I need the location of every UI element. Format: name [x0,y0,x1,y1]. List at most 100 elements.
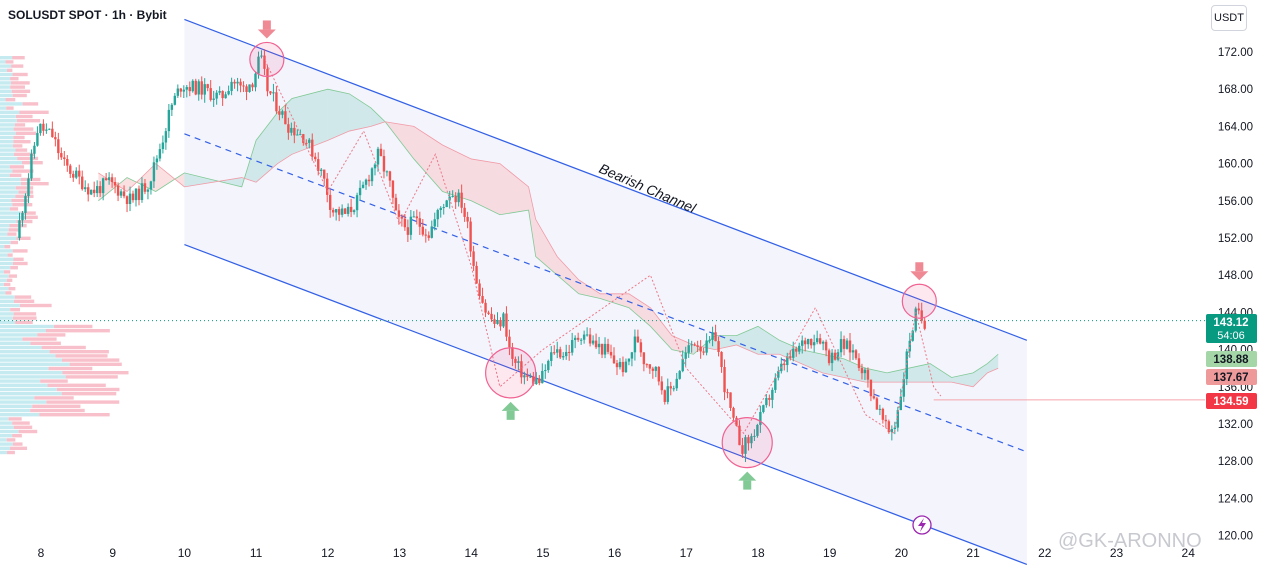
volume-bar-buy [0,329,46,333]
candle-body [594,340,598,348]
candle-body [890,429,894,433]
candle-body [376,148,380,165]
y-tick-label: 156.00 [1218,196,1253,208]
candle-body [254,73,257,88]
candle-body [768,397,771,400]
volume-bar-sell [12,249,28,253]
candle-body [675,378,678,389]
volume-bar-buy [0,261,13,266]
volume-bar-buy [0,236,17,240]
candle-body [705,340,708,353]
candle-body [624,361,628,373]
volume-bar-buy [0,190,19,194]
candle-body [690,344,693,346]
candle-body [320,169,323,171]
currency-button[interactable]: USDT [1211,5,1247,31]
symbol-title: SOLUSDT SPOT · 1h · Bybit [8,8,167,22]
volume-bar-buy [0,358,62,362]
candle-body [451,195,454,197]
candle-body [875,398,879,410]
volume-bar-buy [0,72,13,77]
volume-bar-sell [53,324,93,329]
candle-body [69,165,72,174]
volume-bar-sell [13,140,31,144]
y-tick-label: 164.00 [1218,121,1253,133]
candle-body [747,437,750,444]
volume-bar-sell [10,240,19,245]
volume-bar-buy [0,387,57,392]
candle-body [66,159,69,166]
channel-area [184,19,1027,565]
candle-body [269,91,272,94]
candle-body [795,348,798,352]
candle-body [233,81,236,84]
volume-bar-sell [4,245,11,249]
candle-body [397,210,401,217]
volume-bar-sell [48,366,93,371]
candle-body [209,88,212,100]
candle-body [110,177,114,182]
volume-bar-buy [0,228,9,232]
candle-body [887,421,891,433]
candle-body [466,216,469,222]
volume-bar-buy [0,333,38,337]
volume-bar-sell [21,211,36,215]
volume-bar-buy [0,383,48,387]
volume-bar-buy [0,98,6,102]
candle-body [756,424,759,436]
candle-body [60,153,63,158]
volume-bar-buy [0,320,16,324]
candle-body [493,319,496,324]
cloud-segment [557,256,579,294]
candle-body [585,334,589,336]
candle-body [884,419,888,422]
candle-body [125,196,129,204]
candle-body [591,340,595,344]
candle-body [499,320,502,327]
candle-body [639,342,643,353]
volume-bar-buy [0,345,42,350]
candle-body [433,219,436,227]
volume-bar-sell [6,438,16,442]
candle-body [478,283,481,297]
volume-bar-buy [0,354,56,358]
cloud-segment [256,112,278,183]
candle-body [627,358,631,362]
candle-body [176,88,180,96]
x-tick-label: 15 [536,546,550,560]
volume-bar-sell [8,274,17,278]
volume-bar-sell [11,89,31,93]
channel-lines [184,18,1028,565]
volume-bar-sell [15,148,28,152]
volume-bar-buy [0,89,12,93]
candle-body [684,352,687,359]
volume-bar-sell [10,266,18,270]
volume-bar-buy [0,182,21,186]
candle-body [194,80,197,95]
volume-bar-buy [0,270,4,274]
volume-bar-sell [8,287,16,291]
candle-body [576,337,580,340]
volume-bar-sell [18,190,34,194]
volume-bar-buy [0,303,20,308]
candle-body [284,111,287,125]
cloud-segment [887,368,909,383]
volume-bar-sell [13,312,37,316]
volume-bar-sell [12,316,37,320]
highlight-circle [485,347,537,399]
channel-middle-line [184,133,1028,453]
volume-bar-sell [56,387,120,392]
candle-body [612,355,616,364]
candle-body [642,352,646,365]
cloud-segment [291,89,328,155]
volume-bar-buy [0,77,11,81]
lightning-icon[interactable] [912,515,932,535]
volume-bar-buy [0,156,18,161]
volume-bar-buy [0,308,11,312]
candle-body [296,134,299,136]
candle-body [547,360,550,371]
price-tag-value: 137.67 [1213,372,1248,384]
candle-body [275,92,278,112]
volume-bar-sell [6,106,14,110]
